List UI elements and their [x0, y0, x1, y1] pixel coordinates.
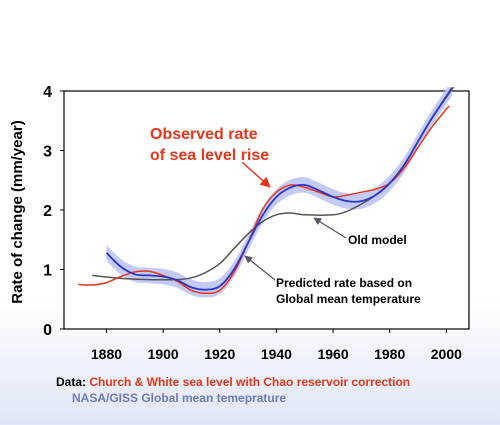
- x-tick-label: 1920: [204, 346, 235, 362]
- x-tick-label: 1940: [261, 346, 292, 362]
- y-tick-label: 2: [43, 203, 52, 220]
- predicted-uncertainty-band: [106, 87, 452, 298]
- annotation-old-model-arrow: [313, 217, 347, 239]
- caption-prefix: Data:: [56, 375, 90, 389]
- y-tick-label: 0: [43, 322, 52, 339]
- x-tick-label: 1980: [374, 346, 405, 362]
- y-tick-label: 1: [43, 263, 52, 280]
- ticks-layer: 1880 1900 1920 1940 1960 1980 2000 0 1 2 3 4: [43, 84, 462, 362]
- x-tick-label: 1880: [91, 346, 122, 362]
- caption-sea-level-source: Church & White sea level with Chao reser…: [89, 375, 411, 389]
- annotation-observed-line1: Observed rate: [150, 126, 258, 143]
- series-layer: [78, 87, 455, 298]
- series-observed-line: [78, 105, 450, 295]
- y-tick-label: 4: [43, 84, 52, 101]
- annotation-predicted-arrow: [244, 255, 276, 281]
- x-tick-label: 1960: [317, 346, 348, 362]
- x-tick-label: 1900: [148, 346, 179, 362]
- annotation-predicted-line2: Global mean temperature: [276, 292, 421, 306]
- caption-line-2: NASA/GISS Global mean temeprature: [56, 390, 410, 406]
- y-axis-label: Rate of change (mm/year): [9, 120, 26, 303]
- annotation-observed-line2: of sea level rise: [150, 147, 269, 164]
- caption-temperature-source: NASA/GISS Global mean temeprature: [72, 391, 287, 405]
- series-predicted-line: [105, 87, 453, 291]
- annotation-old-model: Old model: [348, 233, 407, 247]
- y-tick-label: 3: [43, 144, 52, 161]
- annotation-predicted-line1: Predicted rate based on: [276, 276, 412, 290]
- annotation-observed-arrow: [241, 161, 271, 188]
- x-tick-label: 2000: [431, 346, 462, 362]
- data-caption: Data: Church & White sea level with Chao…: [56, 374, 410, 406]
- caption-line-1: Data: Church & White sea level with Chao…: [56, 374, 410, 390]
